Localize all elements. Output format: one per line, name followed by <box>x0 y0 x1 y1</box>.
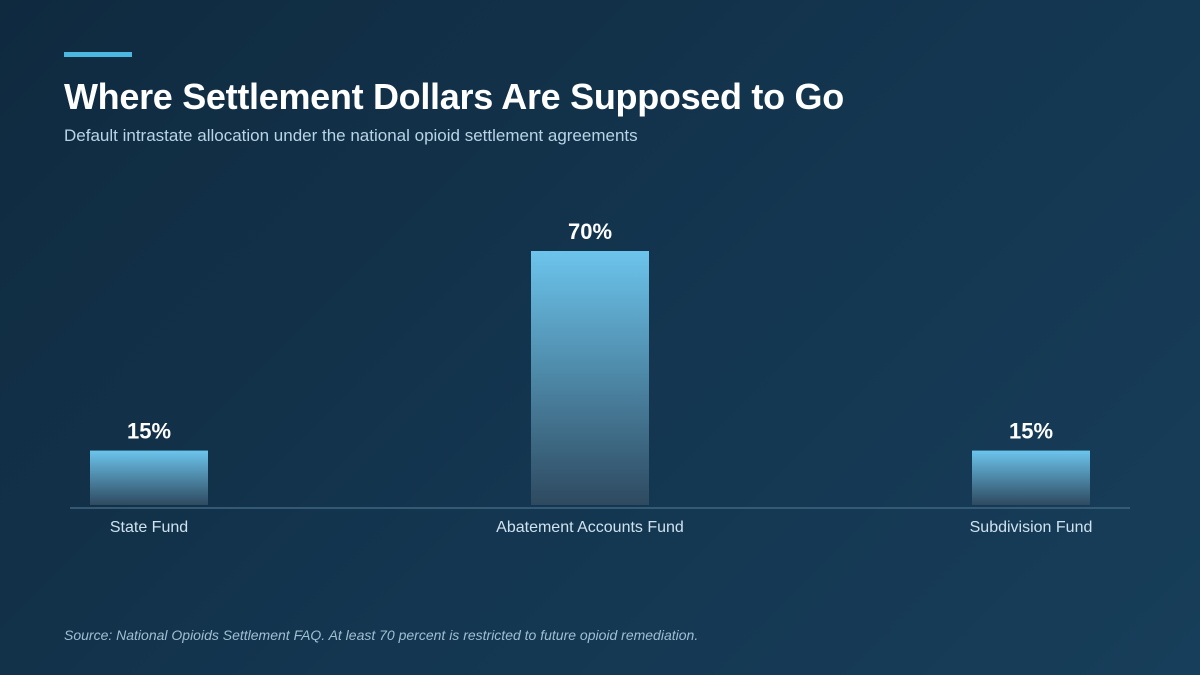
chart-subtitle: Default intrastate allocation under the … <box>64 126 638 145</box>
category-label: Subdivision Fund <box>970 519 1093 536</box>
category-label: State Fund <box>110 519 188 536</box>
source-note: Source: National Opioids Settlement FAQ.… <box>64 627 699 643</box>
title-accent-bar <box>64 52 132 57</box>
bar-state-fund <box>90 450 208 505</box>
bars-group <box>90 251 1090 505</box>
labels-group: 15% State Fund 70% Abatement Accounts Fund 1… <box>110 219 1093 536</box>
value-label: 15% <box>127 419 171 444</box>
bar-subdivision-fund <box>972 450 1090 505</box>
chart-title: Where Settlement Dollars Are Supposed to… <box>64 76 844 117</box>
value-label: 15% <box>1009 419 1053 444</box>
category-label: Abatement Accounts Fund <box>496 519 684 536</box>
bar-abatement-accounts-fund <box>531 251 649 505</box>
value-label: 70% <box>568 219 612 244</box>
